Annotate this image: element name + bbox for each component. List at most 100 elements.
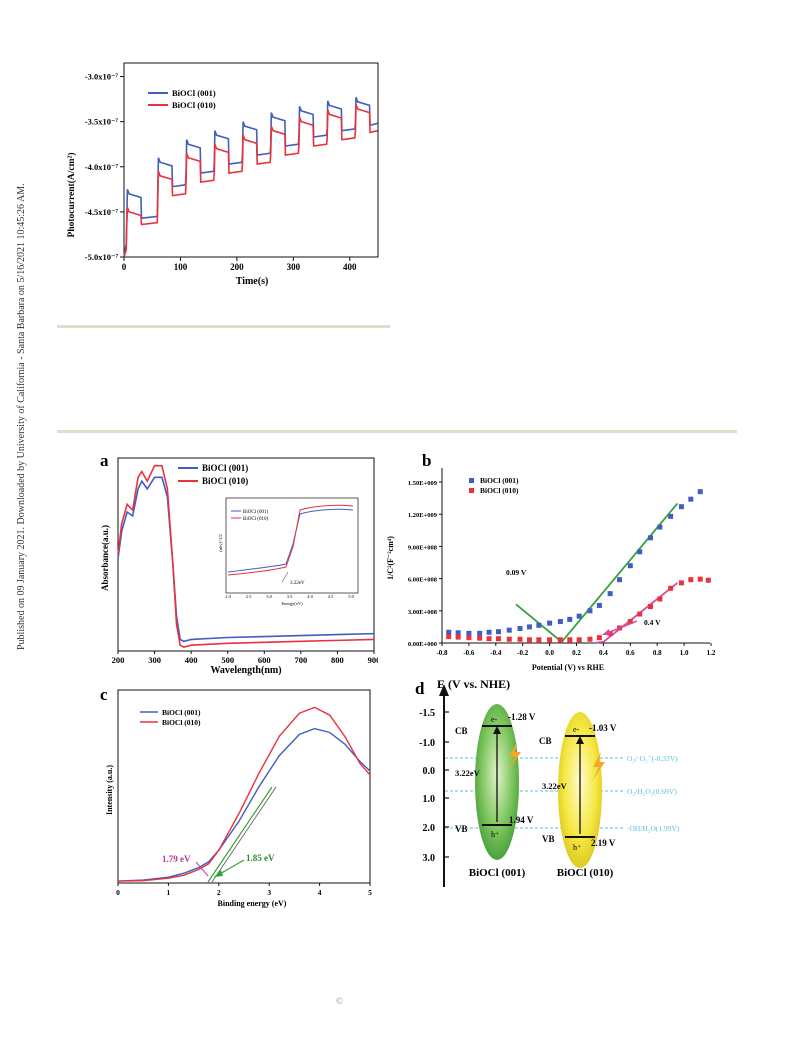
series-line-001 bbox=[117, 727, 371, 882]
electron-001: e- bbox=[491, 715, 498, 724]
inset-x-tick-label: 2.0 bbox=[225, 594, 231, 599]
panel-label-b: b bbox=[422, 451, 431, 470]
copyright-mark: © bbox=[336, 996, 343, 1006]
y-axis-label: 1/C²(F⁻²cm⁴) bbox=[386, 536, 395, 580]
inset-x-tick-label: 4.0 bbox=[307, 594, 313, 599]
data-point-001 bbox=[668, 513, 674, 519]
x-tick-label: 0.8 bbox=[653, 649, 662, 657]
y-tick-label: 9.00E+008 bbox=[408, 544, 438, 551]
hole-001: h⁺ bbox=[491, 830, 499, 839]
vb-value-001: 1.94 V bbox=[509, 815, 534, 825]
x-axis-label: Time(s) bbox=[236, 276, 269, 287]
x-tick-label: -0.2 bbox=[517, 649, 529, 657]
y-tick-label: -5.0x10⁻⁷ bbox=[85, 252, 119, 262]
x-tick-label: 1 bbox=[167, 888, 171, 897]
level-hydroxyl: ·OH/H₂O(1.99V) bbox=[627, 824, 680, 833]
data-point-001 bbox=[547, 620, 553, 626]
cb-label-010: CB bbox=[539, 736, 552, 746]
y-axis-label: Intensity (a.u.) bbox=[105, 765, 114, 815]
x-axis-label: Wavelength(nm) bbox=[210, 665, 281, 676]
gap-010: 3.22eV bbox=[542, 781, 568, 791]
panel-label-c: c bbox=[100, 685, 108, 704]
vb-value-010: 2.19 V bbox=[591, 838, 616, 848]
energy-tick-label: 3.0 bbox=[423, 853, 436, 864]
data-point-001 bbox=[637, 549, 643, 555]
legend-label-001: BiOCl (001) bbox=[162, 708, 201, 717]
x-tick-label: 400 bbox=[343, 262, 357, 272]
series-line-010 bbox=[117, 706, 371, 882]
data-point-010 bbox=[596, 635, 602, 641]
data-point-001 bbox=[607, 591, 613, 597]
data-point-001 bbox=[647, 535, 653, 541]
series-line-001 bbox=[123, 97, 378, 258]
vb-label-010: VB bbox=[542, 834, 555, 844]
x-tick-label: -0.4 bbox=[490, 649, 502, 657]
legend-label-010: BiOCl (010) bbox=[202, 476, 248, 486]
y-tick-label: -3.0x10⁻⁷ bbox=[85, 72, 119, 82]
data-point-010 bbox=[517, 636, 523, 642]
inset-x-tick-label: 3.5 bbox=[287, 594, 293, 599]
inset-x-tick-label: 3.0 bbox=[266, 594, 272, 599]
data-point-010 bbox=[495, 636, 501, 642]
plot-frame bbox=[123, 62, 379, 258]
x-tick-label: 5 bbox=[368, 888, 372, 897]
energy-tick-label: 1.0 bbox=[423, 794, 436, 805]
x-tick-label: 200 bbox=[112, 655, 125, 665]
x-tick-label: 400 bbox=[185, 655, 198, 665]
side-note: Published on 09 January 2021. Downloaded… bbox=[16, 183, 27, 650]
data-point-001 bbox=[557, 619, 563, 625]
inset-annotation: 3.22eV bbox=[290, 581, 305, 586]
data-point-010 bbox=[506, 636, 512, 642]
x-tick-label: 700 bbox=[294, 655, 307, 665]
x-tick-label: 1.2 bbox=[707, 649, 716, 657]
data-point-001 bbox=[567, 616, 573, 622]
data-point-010 bbox=[446, 634, 452, 640]
x-axis-label: Potential (V) vs RHE bbox=[532, 663, 604, 672]
x-tick-label: -0.6 bbox=[463, 649, 475, 657]
legend: BiOCl (001) BiOCl (010) bbox=[469, 476, 519, 495]
x-tick-label: 600 bbox=[258, 655, 271, 665]
divider-top bbox=[57, 325, 390, 328]
x-tick-label: 500 bbox=[221, 655, 234, 665]
data-point-010 bbox=[647, 604, 653, 610]
x-tick-label: 1.0 bbox=[680, 649, 689, 657]
photocurrent-chart: 0 100 200 300 400 -5.0x10⁻⁷ -4.5x10⁻⁷ -4.0x10⁻⁷… bbox=[66, 62, 379, 287]
inset-x-tick-label: 2.5 bbox=[246, 594, 252, 599]
band-bioc1-001: CB VB -1.28 V 1.94 V 3.22eV e- h⁺ BiOCl … bbox=[455, 704, 536, 879]
data-point-010 bbox=[627, 619, 633, 625]
data-point-001 bbox=[688, 496, 694, 502]
divider-bottom bbox=[57, 430, 737, 433]
legend-label-010: BiOCl (010) bbox=[162, 718, 201, 727]
gap-001: 3.22eV bbox=[455, 768, 481, 778]
material-label-010: BiOCl (010) bbox=[557, 867, 614, 879]
level-h2o2: O₂/H₂O₂(0.69V) bbox=[627, 787, 677, 796]
x-tick-label: 0.0 bbox=[545, 649, 554, 657]
x-tick-label: 300 bbox=[287, 262, 301, 272]
x-tick-label: 0.4 bbox=[599, 649, 608, 657]
x-tick-label: 800 bbox=[331, 655, 344, 665]
x-tick-label: 0.6 bbox=[626, 649, 635, 657]
data-point-010 bbox=[668, 585, 674, 591]
y-tick-label: -4.0x10⁻⁷ bbox=[85, 162, 119, 172]
hole-010: h⁺ bbox=[573, 843, 581, 852]
x-tick-label: 3 bbox=[267, 888, 271, 897]
data-point-001 bbox=[446, 629, 452, 635]
level-superoxide: O₂/·O₂⁻(-0.33V) bbox=[627, 754, 678, 763]
data-point-010 bbox=[557, 637, 563, 643]
data-point-010 bbox=[657, 596, 663, 602]
data-point-001 bbox=[617, 577, 623, 583]
x-tick-label: 200 bbox=[230, 262, 244, 272]
data-point-001 bbox=[587, 608, 593, 614]
legend-label-010: BiOCl (010) bbox=[172, 100, 216, 110]
legend: BiOCl (001) BiOCl (010) bbox=[148, 88, 216, 110]
data-point-001 bbox=[477, 630, 483, 636]
data-point-001 bbox=[678, 504, 684, 510]
data-point-010 bbox=[607, 630, 613, 636]
annotation-0.4v: 0.4 V bbox=[644, 618, 661, 627]
x-tick-label: 900 bbox=[368, 655, 378, 665]
x-tick-label: 300 bbox=[148, 655, 161, 665]
annotation-1.79ev: 1.79 eV bbox=[162, 854, 191, 864]
data-point-010 bbox=[576, 637, 582, 643]
data-point-010 bbox=[697, 576, 703, 582]
y-tick-label: 1.50E+009 bbox=[408, 480, 438, 487]
